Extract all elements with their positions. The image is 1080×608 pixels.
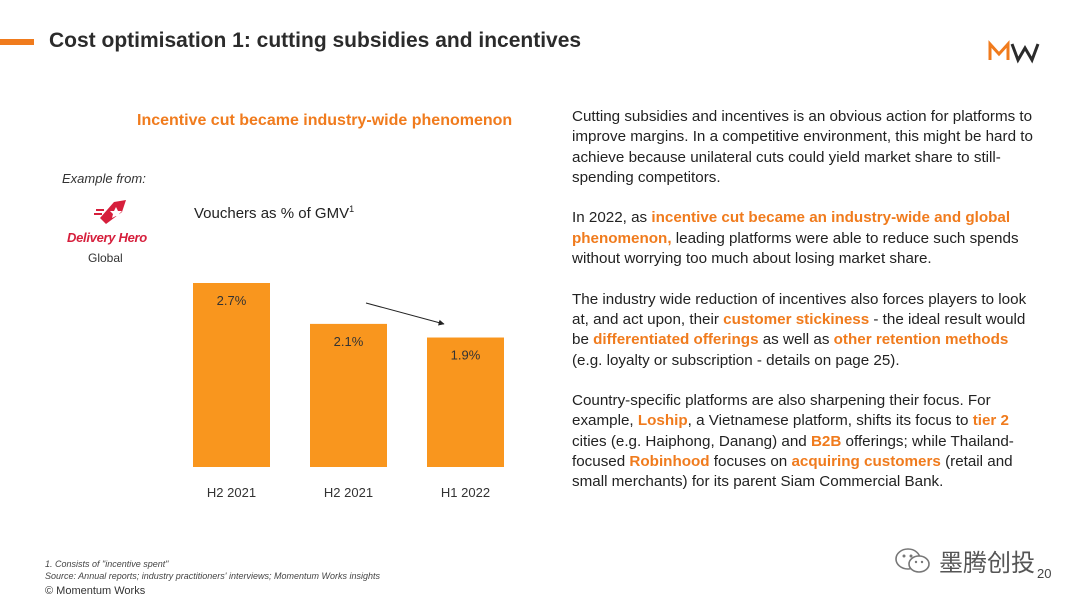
example-from-label: Example from: bbox=[62, 171, 146, 186]
bar-3-value-label: 1.9% bbox=[451, 348, 481, 363]
source-note: Source: Annual reports; industry practit… bbox=[45, 571, 381, 581]
title-accent-bar bbox=[0, 39, 34, 45]
watermark: 墨腾创投 bbox=[893, 543, 1035, 578]
trend-arrow bbox=[365, 302, 445, 326]
bar-3 bbox=[427, 337, 504, 467]
company-region: Global bbox=[88, 251, 123, 265]
paragraph-4: Country-specific platforms are also shar… bbox=[572, 392, 1014, 491]
bar-2 bbox=[310, 323, 387, 467]
footnotes: 1. Consists of "incentive spent" Source:… bbox=[45, 558, 380, 582]
page-title: Cost optimisation 1: cutting subsidies a… bbox=[49, 29, 582, 52]
bar-1-value-label: 2.7% bbox=[217, 293, 247, 308]
vouchers-bar-chart: 2.7% H2 2021 2.1% H2 2021 1.9% H1 2022 bbox=[193, 283, 504, 500]
bar-1 bbox=[193, 283, 270, 467]
chart-heading: Incentive cut became industry-wide pheno… bbox=[137, 112, 513, 129]
paragraph-1: Cutting subsidies and incentives is an o… bbox=[572, 108, 1033, 186]
page-number: 20 bbox=[1037, 566, 1052, 581]
chart-title-footnote-mark: 1 bbox=[349, 204, 355, 214]
bar-2-value-label: 2.1% bbox=[334, 334, 364, 349]
copyright: © Momentum Works bbox=[45, 585, 146, 597]
paragraph-3: The industry wide reduction of incentive… bbox=[572, 290, 1027, 369]
chart-title-text: Vouchers as % of GMV bbox=[194, 205, 350, 222]
paragraph-2: In 2022, as incentive cut became an indu… bbox=[572, 209, 1019, 268]
momentum-works-logo-icon bbox=[988, 40, 1040, 64]
body-text: Cutting subsidies and incentives is an o… bbox=[572, 107, 1042, 513]
category-label-1: H2 2021 bbox=[207, 485, 256, 500]
chart-title: Vouchers as % of GMV1 bbox=[194, 204, 354, 222]
watermark-text: 墨腾创投 bbox=[939, 549, 1035, 577]
category-label-3: H1 2022 bbox=[441, 485, 490, 500]
wechat-icon bbox=[895, 547, 930, 573]
category-label-2: H2 2021 bbox=[324, 485, 373, 500]
company-name: Delivery Hero bbox=[67, 230, 147, 245]
footnote-1: 1. Consists of "incentive spent" bbox=[45, 559, 169, 569]
delivery-hero-logo-icon bbox=[94, 200, 126, 224]
